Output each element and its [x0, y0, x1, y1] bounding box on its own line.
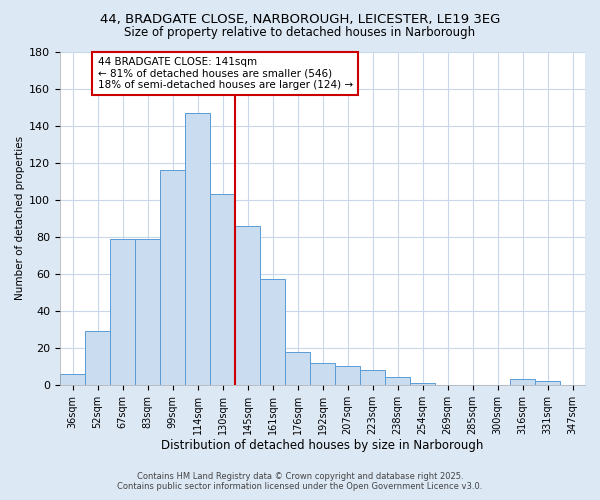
X-axis label: Distribution of detached houses by size in Narborough: Distribution of detached houses by size … — [161, 440, 484, 452]
Text: Contains HM Land Registry data © Crown copyright and database right 2025.
Contai: Contains HM Land Registry data © Crown c… — [118, 472, 482, 491]
Bar — [60, 374, 85, 385]
Bar — [185, 112, 210, 385]
Bar — [85, 331, 110, 385]
Bar — [310, 362, 335, 385]
Bar — [385, 378, 410, 385]
Bar — [135, 238, 160, 385]
Text: 44, BRADGATE CLOSE, NARBOROUGH, LEICESTER, LE19 3EG: 44, BRADGATE CLOSE, NARBOROUGH, LEICESTE… — [100, 12, 500, 26]
Y-axis label: Number of detached properties: Number of detached properties — [15, 136, 25, 300]
Bar — [360, 370, 385, 385]
Bar — [160, 170, 185, 385]
Bar — [510, 380, 535, 385]
Text: 44 BRADGATE CLOSE: 141sqm
← 81% of detached houses are smaller (546)
18% of semi: 44 BRADGATE CLOSE: 141sqm ← 81% of detac… — [98, 57, 353, 90]
Bar — [410, 383, 435, 385]
Bar — [210, 194, 235, 385]
Bar — [535, 381, 560, 385]
Bar — [335, 366, 360, 385]
Bar — [235, 226, 260, 385]
Bar — [285, 352, 310, 385]
Text: Size of property relative to detached houses in Narborough: Size of property relative to detached ho… — [124, 26, 476, 39]
Bar — [110, 238, 135, 385]
Bar — [260, 280, 285, 385]
